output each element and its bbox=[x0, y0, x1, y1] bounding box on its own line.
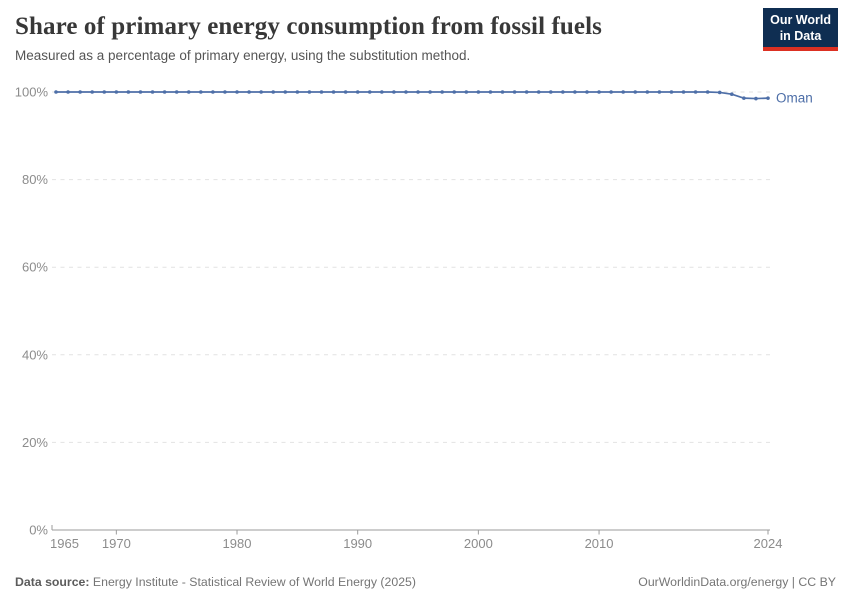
data-point bbox=[524, 90, 529, 94]
x-axis-tick-label: 1980 bbox=[223, 536, 252, 551]
attribution: OurWorldinData.org/energy | CC BY bbox=[638, 575, 836, 589]
data-point bbox=[452, 90, 457, 94]
data-point bbox=[343, 90, 348, 94]
data-point bbox=[500, 90, 505, 94]
x-axis-tick-label: 2000 bbox=[464, 536, 493, 551]
data-point bbox=[476, 90, 481, 94]
data-point bbox=[114, 90, 119, 94]
data-point bbox=[271, 90, 276, 94]
data-point bbox=[561, 90, 565, 94]
y-axis-tick-label: 0% bbox=[29, 523, 48, 538]
data-point bbox=[464, 90, 469, 94]
owid-logo-line1: Our World bbox=[770, 13, 831, 27]
data-point bbox=[319, 90, 324, 94]
data-point bbox=[78, 90, 82, 94]
data-point bbox=[162, 90, 167, 94]
data-point bbox=[283, 90, 288, 94]
y-axis-tick-label: 40% bbox=[22, 347, 48, 362]
data-point bbox=[548, 90, 553, 94]
data-point bbox=[416, 90, 420, 94]
chart-footer: Data source: Energy Institute - Statisti… bbox=[15, 575, 836, 589]
chart-subtitle: Measured as a percentage of primary ener… bbox=[15, 48, 471, 63]
data-point bbox=[512, 90, 517, 94]
y-axis-tick-label: 100% bbox=[15, 85, 49, 100]
series-oman[interactable] bbox=[54, 90, 770, 101]
data-point bbox=[428, 90, 432, 94]
data-point bbox=[211, 90, 215, 94]
owid-logo-line2: in Data bbox=[779, 28, 822, 43]
data-point bbox=[621, 90, 625, 94]
data-point bbox=[307, 90, 312, 94]
x-axis-tick-label: 1970 bbox=[102, 536, 131, 551]
data-point bbox=[742, 96, 746, 100]
data-point bbox=[66, 90, 70, 94]
y-axis-tick-label: 60% bbox=[22, 260, 48, 275]
data-point bbox=[138, 90, 143, 94]
x-axis-tick-label: 2024 bbox=[754, 536, 783, 551]
y-axis-tick-label: 20% bbox=[22, 435, 48, 450]
data-point bbox=[102, 90, 107, 94]
chart-title: Share of primary energy consumption from… bbox=[15, 13, 602, 40]
data-point bbox=[633, 90, 638, 94]
data-point bbox=[223, 90, 227, 94]
data-point bbox=[54, 90, 58, 94]
data-point bbox=[404, 90, 408, 94]
data-point bbox=[488, 90, 493, 94]
data-point bbox=[367, 90, 372, 94]
data-point bbox=[573, 90, 577, 94]
data-point bbox=[766, 96, 770, 100]
data-point bbox=[186, 90, 191, 94]
data-point bbox=[729, 92, 734, 96]
series-line bbox=[56, 91, 769, 100]
data-point bbox=[597, 90, 601, 94]
line-chart[interactable]: 0% 20% 40% 60% 80% 100% 1965 1970 1980 1990 2000 20… bbox=[0, 75, 850, 555]
owid-logo[interactable]: Our World in Data bbox=[763, 8, 838, 52]
data-point bbox=[199, 90, 203, 94]
data-source-label: Data source: bbox=[15, 575, 90, 589]
data-point bbox=[247, 90, 251, 94]
data-point bbox=[392, 90, 396, 94]
data-point bbox=[331, 90, 336, 94]
data-point bbox=[440, 90, 444, 94]
x-axis-tick-label: 1965 bbox=[50, 536, 79, 551]
data-point bbox=[150, 90, 155, 94]
data-point bbox=[174, 90, 179, 94]
data-point bbox=[705, 90, 710, 94]
data-point bbox=[681, 90, 686, 94]
data-point bbox=[259, 90, 263, 94]
y-axis-tick-label: 80% bbox=[22, 172, 48, 187]
series-label-oman: Oman bbox=[776, 91, 813, 106]
data-point bbox=[295, 90, 300, 94]
data-point bbox=[669, 90, 674, 94]
x-axis-tick-label: 2010 bbox=[585, 536, 614, 551]
data-point bbox=[235, 90, 239, 94]
data-point bbox=[657, 90, 662, 94]
data-point bbox=[90, 90, 95, 94]
data-point bbox=[717, 90, 722, 95]
data-point bbox=[355, 90, 360, 94]
x-axis-tick-label: 1990 bbox=[343, 536, 372, 551]
data-point bbox=[126, 90, 131, 94]
data-point bbox=[693, 90, 698, 94]
data-point bbox=[645, 90, 650, 94]
data-point bbox=[585, 90, 589, 94]
data-point bbox=[609, 90, 613, 94]
data-point bbox=[536, 90, 541, 94]
data-point bbox=[380, 90, 384, 94]
data-source: Data source: Energy Institute - Statisti… bbox=[15, 575, 416, 589]
data-point bbox=[754, 96, 758, 101]
data-source-text: Energy Institute - Statistical Review of… bbox=[89, 575, 416, 589]
